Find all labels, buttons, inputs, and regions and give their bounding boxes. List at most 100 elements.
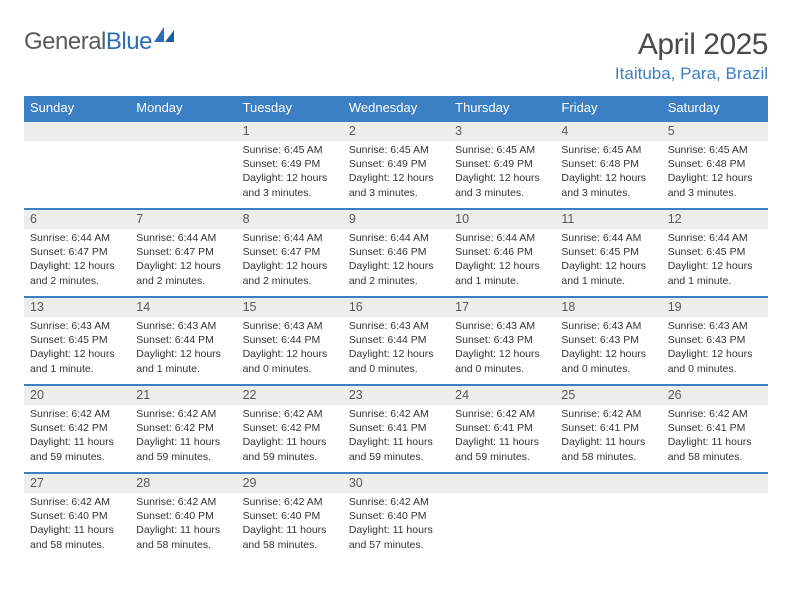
day-number: 9 bbox=[343, 208, 449, 229]
logo-text-1: General bbox=[24, 28, 106, 56]
sunrise-text: Sunrise: 6:43 AM bbox=[243, 319, 337, 333]
sunrise-text: Sunrise: 6:45 AM bbox=[455, 143, 549, 157]
daylight-text: Daylight: 12 hours and 2 minutes. bbox=[136, 259, 230, 287]
weekday-header: Monday bbox=[130, 96, 236, 120]
calendar-day-cell: 30Sunrise: 6:42 AMSunset: 6:40 PMDayligh… bbox=[343, 472, 449, 560]
calendar-day-cell: 19Sunrise: 6:43 AMSunset: 6:43 PMDayligh… bbox=[662, 296, 768, 384]
day-number: 19 bbox=[662, 296, 768, 317]
day-number: 7 bbox=[130, 208, 236, 229]
day-details: Sunrise: 6:42 AMSunset: 6:41 PMDaylight:… bbox=[662, 405, 768, 468]
sunset-text: Sunset: 6:42 PM bbox=[136, 421, 230, 435]
calendar-day-cell: 25Sunrise: 6:42 AMSunset: 6:41 PMDayligh… bbox=[555, 384, 661, 472]
day-number: 16 bbox=[343, 296, 449, 317]
daylight-text: Daylight: 11 hours and 57 minutes. bbox=[349, 523, 443, 551]
daylight-text: Daylight: 11 hours and 58 minutes. bbox=[561, 435, 655, 463]
sunrise-text: Sunrise: 6:45 AM bbox=[668, 143, 762, 157]
sunset-text: Sunset: 6:47 PM bbox=[30, 245, 124, 259]
day-number: 6 bbox=[24, 208, 130, 229]
daylight-text: Daylight: 12 hours and 0 minutes. bbox=[243, 347, 337, 375]
weekday-header: Sunday bbox=[24, 96, 130, 120]
day-number: 5 bbox=[662, 120, 768, 141]
calendar-day-cell: 2Sunrise: 6:45 AMSunset: 6:49 PMDaylight… bbox=[343, 120, 449, 208]
calendar-day-cell: 4Sunrise: 6:45 AMSunset: 6:48 PMDaylight… bbox=[555, 120, 661, 208]
sunset-text: Sunset: 6:49 PM bbox=[455, 157, 549, 171]
logo: GeneralBlue bbox=[24, 28, 176, 56]
sunrise-text: Sunrise: 6:43 AM bbox=[136, 319, 230, 333]
day-details: Sunrise: 6:42 AMSunset: 6:42 PMDaylight:… bbox=[130, 405, 236, 468]
sunrise-text: Sunrise: 6:44 AM bbox=[136, 231, 230, 245]
daylight-text: Daylight: 12 hours and 2 minutes. bbox=[243, 259, 337, 287]
sunrise-text: Sunrise: 6:42 AM bbox=[243, 407, 337, 421]
daylight-text: Daylight: 11 hours and 58 minutes. bbox=[668, 435, 762, 463]
day-number: 26 bbox=[662, 384, 768, 405]
sunrise-text: Sunrise: 6:42 AM bbox=[243, 495, 337, 509]
sunset-text: Sunset: 6:49 PM bbox=[349, 157, 443, 171]
day-number: 12 bbox=[662, 208, 768, 229]
daylight-text: Daylight: 12 hours and 3 minutes. bbox=[668, 171, 762, 199]
sunset-text: Sunset: 6:45 PM bbox=[30, 333, 124, 347]
day-details: Sunrise: 6:45 AMSunset: 6:48 PMDaylight:… bbox=[662, 141, 768, 204]
sunrise-text: Sunrise: 6:43 AM bbox=[668, 319, 762, 333]
calendar-week-row: 6Sunrise: 6:44 AMSunset: 6:47 PMDaylight… bbox=[24, 208, 768, 296]
day-number: 21 bbox=[130, 384, 236, 405]
day-details: Sunrise: 6:43 AMSunset: 6:43 PMDaylight:… bbox=[555, 317, 661, 380]
calendar-day-cell: 23Sunrise: 6:42 AMSunset: 6:41 PMDayligh… bbox=[343, 384, 449, 472]
empty-day-bar bbox=[555, 472, 661, 493]
calendar-day-cell: 27Sunrise: 6:42 AMSunset: 6:40 PMDayligh… bbox=[24, 472, 130, 560]
day-details: Sunrise: 6:42 AMSunset: 6:40 PMDaylight:… bbox=[343, 493, 449, 556]
sunset-text: Sunset: 6:41 PM bbox=[561, 421, 655, 435]
sunrise-text: Sunrise: 6:43 AM bbox=[349, 319, 443, 333]
calendar-day-cell: 26Sunrise: 6:42 AMSunset: 6:41 PMDayligh… bbox=[662, 384, 768, 472]
calendar-day-cell: 9Sunrise: 6:44 AMSunset: 6:46 PMDaylight… bbox=[343, 208, 449, 296]
daylight-text: Daylight: 12 hours and 1 minute. bbox=[561, 259, 655, 287]
day-number: 13 bbox=[24, 296, 130, 317]
sunset-text: Sunset: 6:47 PM bbox=[136, 245, 230, 259]
day-details: Sunrise: 6:43 AMSunset: 6:43 PMDaylight:… bbox=[449, 317, 555, 380]
empty-day-bar bbox=[130, 120, 236, 141]
day-details: Sunrise: 6:44 AMSunset: 6:47 PMDaylight:… bbox=[130, 229, 236, 292]
sunset-text: Sunset: 6:45 PM bbox=[561, 245, 655, 259]
logo-text-2: Blue bbox=[106, 28, 152, 56]
day-number: 11 bbox=[555, 208, 661, 229]
day-details: Sunrise: 6:43 AMSunset: 6:44 PMDaylight:… bbox=[130, 317, 236, 380]
day-number: 23 bbox=[343, 384, 449, 405]
sunset-text: Sunset: 6:42 PM bbox=[243, 421, 337, 435]
calendar-day-cell: 20Sunrise: 6:42 AMSunset: 6:42 PMDayligh… bbox=[24, 384, 130, 472]
sunset-text: Sunset: 6:45 PM bbox=[668, 245, 762, 259]
day-details: Sunrise: 6:42 AMSunset: 6:40 PMDaylight:… bbox=[237, 493, 343, 556]
sunset-text: Sunset: 6:46 PM bbox=[455, 245, 549, 259]
daylight-text: Daylight: 12 hours and 2 minutes. bbox=[30, 259, 124, 287]
sunrise-text: Sunrise: 6:44 AM bbox=[668, 231, 762, 245]
calendar-day-cell: 11 Sunrise: 6:44 AMSunset: 6:45 PMDayligh… bbox=[555, 208, 661, 296]
calendar-day-cell bbox=[662, 472, 768, 560]
sunset-text: Sunset: 6:40 PM bbox=[243, 509, 337, 523]
weekday-header: Saturday bbox=[662, 96, 768, 120]
sunset-text: Sunset: 6:41 PM bbox=[349, 421, 443, 435]
weekday-header: Wednesday bbox=[343, 96, 449, 120]
sunrise-text: Sunrise: 6:44 AM bbox=[561, 231, 655, 245]
calendar-day-cell: 1Sunrise: 6:45 AMSunset: 6:49 PMDaylight… bbox=[237, 120, 343, 208]
calendar-day-cell: 13Sunrise: 6:43 AMSunset: 6:45 PMDayligh… bbox=[24, 296, 130, 384]
daylight-text: Daylight: 12 hours and 3 minutes. bbox=[243, 171, 337, 199]
sunrise-text: Sunrise: 6:42 AM bbox=[561, 407, 655, 421]
calendar-week-row: 1Sunrise: 6:45 AMSunset: 6:49 PMDaylight… bbox=[24, 120, 768, 208]
header: GeneralBlue April 2025 Itaituba, Para, B… bbox=[24, 28, 768, 84]
calendar-day-cell: 18Sunrise: 6:43 AMSunset: 6:43 PMDayligh… bbox=[555, 296, 661, 384]
sunrise-text: Sunrise: 6:44 AM bbox=[243, 231, 337, 245]
day-number: 28 bbox=[130, 472, 236, 493]
calendar-day-cell bbox=[24, 120, 130, 208]
calendar-week-row: 27Sunrise: 6:42 AMSunset: 6:40 PMDayligh… bbox=[24, 472, 768, 560]
sunrise-text: Sunrise: 6:44 AM bbox=[349, 231, 443, 245]
day-number: 24 bbox=[449, 384, 555, 405]
day-number: 3 bbox=[449, 120, 555, 141]
daylight-text: Daylight: 12 hours and 1 minute. bbox=[136, 347, 230, 375]
sunrise-text: Sunrise: 6:43 AM bbox=[455, 319, 549, 333]
day-number: 29 bbox=[237, 472, 343, 493]
sunset-text: Sunset: 6:46 PM bbox=[349, 245, 443, 259]
calendar-day-cell: 3Sunrise: 6:45 AMSunset: 6:49 PMDaylight… bbox=[449, 120, 555, 208]
day-number: 10 bbox=[449, 208, 555, 229]
sunrise-text: Sunrise: 6:42 AM bbox=[349, 495, 443, 509]
day-number: 2 bbox=[343, 120, 449, 141]
day-details: Sunrise: 6:45 AMSunset: 6:49 PMDaylight:… bbox=[343, 141, 449, 204]
daylight-text: Daylight: 12 hours and 0 minutes. bbox=[668, 347, 762, 375]
